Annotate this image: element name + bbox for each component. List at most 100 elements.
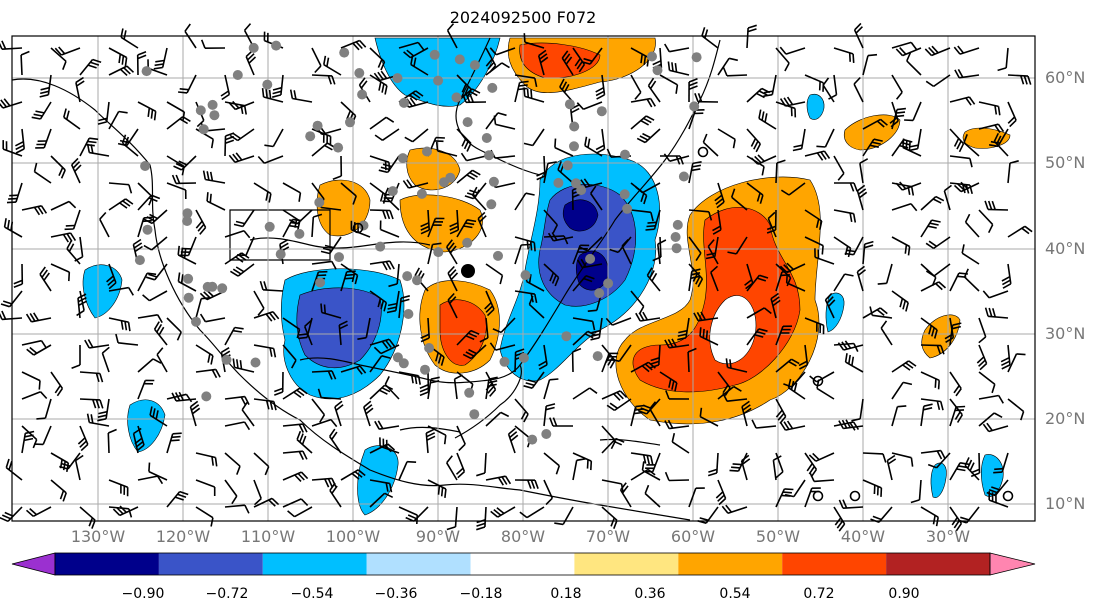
lat-label-30: 30°N [1045, 324, 1086, 343]
wind-barb [963, 134, 980, 157]
wind-barb [572, 330, 597, 346]
wind-barb [195, 297, 211, 319]
wind-barb [963, 268, 980, 292]
wind-barb [25, 506, 52, 518]
wind-barb [514, 243, 531, 265]
wind-barb [833, 155, 845, 181]
wind-barb [775, 47, 790, 72]
wind-barb [253, 290, 265, 316]
wind-barb [988, 491, 1009, 508]
wind-barb [554, 506, 574, 526]
wind-barb [537, 49, 549, 76]
wind-barb [379, 220, 400, 238]
station-dot [487, 82, 498, 93]
wind-barb [663, 153, 690, 162]
wind-barb [833, 273, 854, 292]
wind-barb [837, 340, 864, 351]
station-dot [207, 99, 218, 110]
wind-barb [688, 78, 698, 103]
wind-barb [833, 47, 855, 63]
shaded-region [930, 462, 947, 498]
wind-barb [153, 321, 168, 346]
wind-barb [282, 182, 302, 202]
wind-barb [822, 77, 835, 103]
wind-barb [787, 378, 806, 400]
station-dot [399, 97, 409, 108]
wind-barb [701, 27, 719, 49]
wind-barb [369, 116, 395, 130]
wind-barb [784, 479, 806, 498]
wind-barb [920, 398, 944, 411]
wind-barb [834, 182, 858, 192]
wind-barb [543, 403, 556, 427]
wind-barb [195, 209, 207, 235]
wind-barb [1000, 344, 1011, 370]
wind-barb [282, 218, 302, 238]
station-dot [275, 249, 286, 260]
wind-barb [166, 432, 182, 454]
wind-barb [986, 479, 1009, 497]
lon-label-120w: 120°W [155, 527, 211, 546]
station-dot [451, 92, 462, 103]
wind-barb [77, 425, 89, 452]
wind-barb [650, 344, 661, 369]
wind-barb [688, 268, 701, 292]
wind-barb [369, 74, 388, 95]
wind-barb [224, 132, 235, 157]
wind-barb [712, 209, 722, 235]
wind-barb [253, 344, 277, 358]
station-dot [562, 160, 573, 171]
wind-barb [641, 461, 661, 481]
wind-barb [856, 265, 866, 292]
calm-circle [849, 490, 861, 502]
wind-barb [770, 292, 781, 319]
wind-barb [282, 423, 308, 433]
wind-barb [471, 186, 487, 211]
lon-label-40w: 40°W [840, 527, 886, 546]
wind-barb [785, 273, 806, 292]
wind-barb [171, 174, 197, 185]
wind-barb [707, 452, 719, 477]
wind-barb [862, 479, 883, 497]
colorbar-segment [470, 553, 575, 575]
station-dot [576, 185, 587, 196]
shaded-region [519, 42, 601, 79]
wind-barb [838, 499, 864, 509]
wind-barb [311, 213, 323, 238]
station-dot [493, 250, 503, 261]
colorbar-segment [158, 553, 263, 575]
wind-barb [920, 371, 940, 390]
wind-barb [554, 138, 574, 157]
wind-barb [693, 311, 719, 322]
wind-barb [895, 47, 922, 57]
wind-barb [36, 398, 52, 420]
wind-barb [856, 184, 868, 211]
wind-barb [694, 93, 719, 103]
wind-barb [195, 479, 216, 496]
wind-barb [289, 89, 313, 103]
station-dot [375, 241, 386, 252]
station-dot [486, 199, 497, 210]
wind-barb [106, 263, 117, 290]
wind-barb [39, 266, 52, 292]
wind-barb [953, 181, 980, 193]
wind-barb [514, 479, 539, 489]
wind-barb [79, 371, 104, 383]
wind-barb [320, 236, 342, 255]
wind-barb [880, 320, 893, 346]
lon-label-80w: 80°W [500, 527, 546, 546]
wind-barb [645, 209, 661, 231]
wind-barb [189, 400, 201, 427]
wind-barb [311, 142, 336, 157]
wind-barb [717, 128, 736, 149]
wind-barb [961, 244, 980, 265]
wind-barb [378, 155, 400, 174]
shaded-region [709, 295, 757, 365]
wind-barb [329, 482, 342, 508]
colorbar-segment [782, 553, 887, 575]
wind-barb [108, 110, 128, 130]
wind-barb [398, 371, 421, 385]
wind-barb [601, 479, 624, 493]
wind-barb [21, 430, 35, 454]
